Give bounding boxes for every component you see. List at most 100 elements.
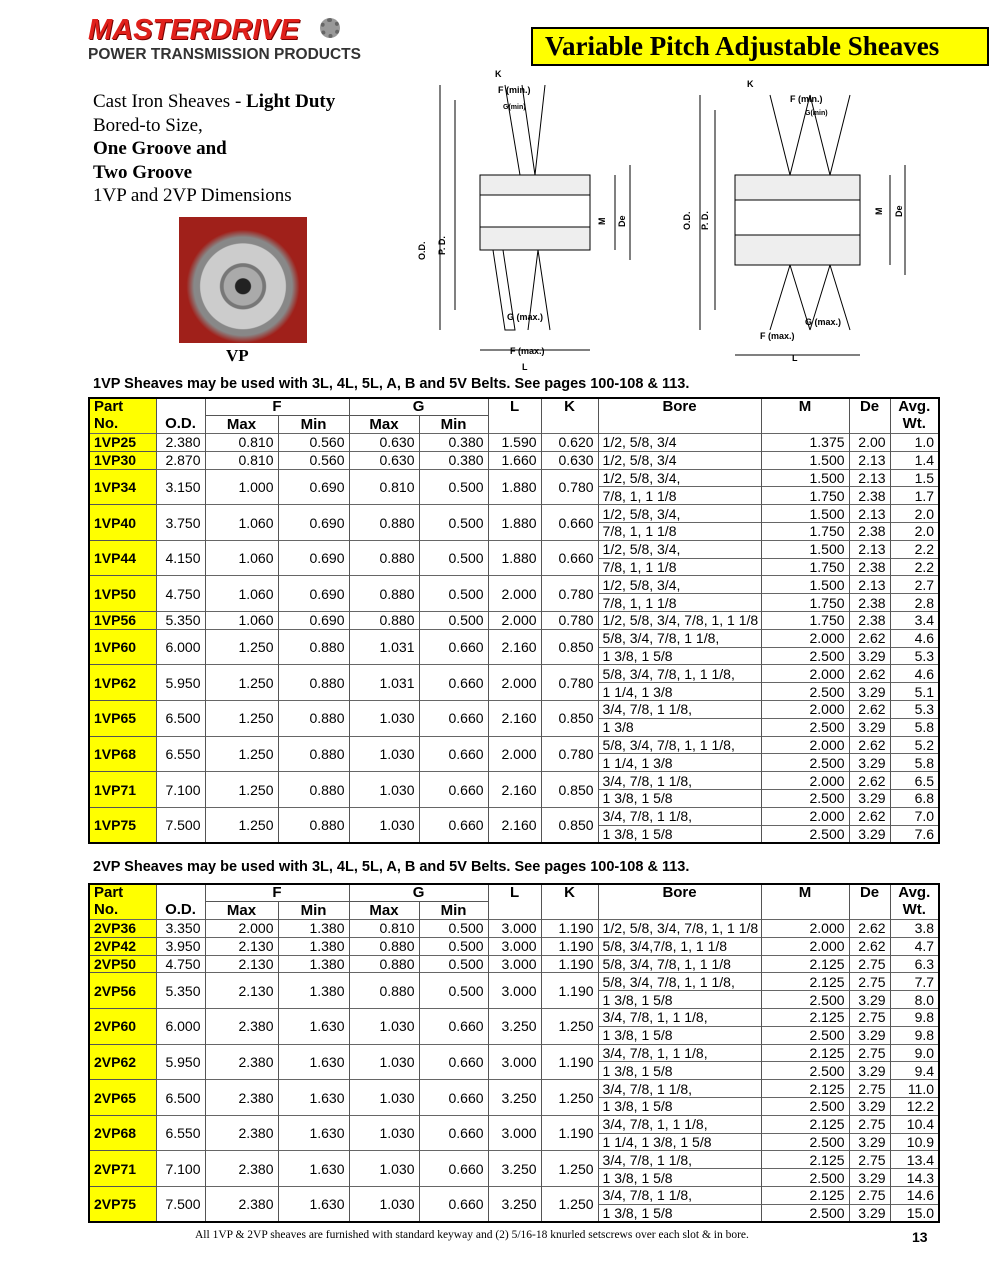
cell-fmax: 2.380 <box>204 1008 278 1045</box>
table-row: 1VP71 7.100 1.250 0.880 1.030 0.660 2.160 0.850… <box>88 771 940 808</box>
cell-gmax: 0.880 <box>348 972 420 1009</box>
cell-de: 2.38 <box>848 611 891 630</box>
cell-gmin: 0.660 <box>418 1008 489 1045</box>
table-row: 7/8, 1, 1 1/8 1.750 2.38 1.7 <box>89 486 940 505</box>
header-bore-blank <box>597 415 762 434</box>
cell-bore: 7/8, 1, 1 1/8 <box>597 557 762 576</box>
header-m-blank <box>760 901 850 920</box>
cell-fmax: 0.810 <box>204 450 278 470</box>
cell-avg-wt: 6.8 <box>889 789 940 808</box>
cell-fmax: 2.130 <box>204 954 278 973</box>
cell-de: 3.29 <box>848 646 891 665</box>
cell-de: 3.29 <box>848 1061 891 1080</box>
cell-fmin: 1.380 <box>277 919 350 938</box>
part-number: 1VP56 <box>88 611 156 630</box>
table-row: 1 3/8, 1 5/8 2.500 3.29 9.4 <box>89 1061 940 1080</box>
cell-gmin: 0.500 <box>418 972 489 1009</box>
header-no: No. <box>88 901 156 920</box>
table-row: 1 3/8, 1 5/8 2.500 3.29 7.6 <box>89 824 940 843</box>
cell-avg-wt: 1.5 <box>889 468 940 487</box>
cell-gmax: 0.880 <box>348 504 420 541</box>
cell-bore: 7/8, 1, 1 1/8 <box>597 593 762 612</box>
part-number: 2VP71 <box>88 1150 156 1188</box>
cell-gmin: 0.380 <box>418 433 489 452</box>
cell-fmax: 1.060 <box>204 575 278 612</box>
cell-avg-wt: 13.4 <box>889 1150 940 1169</box>
cell-l: 3.250 <box>487 1186 542 1223</box>
part-number: 2VP56 <box>88 972 156 1010</box>
cell-gmin: 0.500 <box>418 936 489 956</box>
cell-od: 5.350 <box>155 611 205 630</box>
table-row: 1VP56 5.350 1.060 0.690 0.880 0.500 2.000 0.780… <box>88 611 940 630</box>
label-pd-2: P. D. <box>700 211 710 230</box>
cell-l: 1.880 <box>487 539 542 576</box>
cell-k: 1.250 <box>540 1150 599 1187</box>
cell-bore: 1 3/8, 1 5/8 <box>597 1203 762 1223</box>
part-number: 1VP34 <box>88 468 156 506</box>
cell-m: 2.500 <box>760 1061 850 1080</box>
cell-k: 1.250 <box>540 1008 599 1045</box>
table-row: 1 1/4, 1 3/8, 1 5/8 2.500 3.29 10.9 <box>89 1132 940 1151</box>
cell-gmax: 0.880 <box>348 936 420 956</box>
intro-line4: Two Groove <box>93 161 193 183</box>
cell-m: 1.750 <box>760 486 850 505</box>
header-g-min: Min <box>418 415 489 434</box>
part-number: 1VP62 <box>88 664 156 702</box>
header-avg: Avg. <box>889 398 940 416</box>
cell-de: 2.62 <box>848 664 891 683</box>
cell-bore: 3/4, 7/8, 1 1/8, <box>597 806 762 826</box>
header-g-max: Max <box>348 415 420 434</box>
cell-gmax: 1.030 <box>348 735 420 772</box>
table-row: 1 1/4, 1 3/8 2.500 3.29 5.1 <box>89 682 940 701</box>
table-row: 1VP68 6.550 1.250 0.880 1.030 0.660 2.000 0.780… <box>88 735 940 773</box>
cell-bore: 3/4, 7/8, 1 1/8, <box>597 1186 762 1205</box>
cell-m: 1.750 <box>760 611 850 630</box>
cell-l: 3.250 <box>487 1008 542 1045</box>
cell-bore: 5/8, 3/4, 7/8, 1, 1 1/8, <box>597 972 762 991</box>
photo-label: VP <box>226 346 249 365</box>
cell-m: 2.125 <box>760 1079 850 1098</box>
cell-gmax: 0.630 <box>348 433 420 452</box>
part-number: 1VP68 <box>88 735 156 773</box>
cell-fmax: 2.000 <box>204 919 278 938</box>
sheave-photo <box>179 217 307 343</box>
cell-k: 1.250 <box>540 1186 599 1223</box>
cell-de: 3.29 <box>848 753 891 772</box>
part-number: 1VP44 <box>88 539 156 577</box>
cell-gmin: 0.500 <box>418 611 489 630</box>
cell-gmin: 0.660 <box>418 1114 489 1151</box>
cell-de: 2.62 <box>848 700 891 719</box>
cell-de: 3.29 <box>848 1168 891 1187</box>
part-number: 1VP71 <box>88 771 156 808</box>
cell-avg-wt: 11.0 <box>889 1079 940 1098</box>
cell-m: 2.125 <box>760 954 850 973</box>
header-row-1: Part F G L K Bore M De Avg. <box>88 398 940 417</box>
cell-de: 3.29 <box>848 990 891 1009</box>
cell-k: 1.190 <box>540 919 599 938</box>
cell-od: 6.000 <box>155 1008 205 1045</box>
intro-line5: 1VP and 2VP Dimensions <box>93 185 292 206</box>
cell-l: 2.160 <box>487 628 542 665</box>
cell-od: 4.750 <box>155 575 205 612</box>
cell-fmax: 2.380 <box>204 1114 278 1151</box>
cell-m: 2.500 <box>760 1025 850 1045</box>
gear-icon <box>320 18 340 38</box>
cell-l: 3.250 <box>487 1150 542 1187</box>
cell-k: 1.190 <box>540 1114 599 1151</box>
intro-line3: One Groove and <box>93 138 227 159</box>
cell-avg-wt: 9.8 <box>889 1008 940 1027</box>
cell-gmin: 0.660 <box>418 771 489 808</box>
cell-fmin: 0.880 <box>277 771 350 808</box>
cell-avg-wt: 1.7 <box>889 486 940 505</box>
part-number: 2VP42 <box>88 936 156 956</box>
cell-bore: 5/8, 3/4, 7/8, 1, 1 1/8, <box>597 664 762 683</box>
cell-gmin: 0.660 <box>418 628 489 665</box>
cell-l: 3.000 <box>487 1043 542 1080</box>
cell-de: 3.29 <box>848 824 891 843</box>
cell-gmin: 0.660 <box>418 1043 489 1080</box>
cell-l: 3.000 <box>487 1114 542 1151</box>
cell-od: 5.950 <box>155 1043 205 1080</box>
cell-avg-wt: 2.0 <box>889 504 940 523</box>
cell-gmin: 0.500 <box>418 575 489 612</box>
header-l: L <box>487 398 542 416</box>
